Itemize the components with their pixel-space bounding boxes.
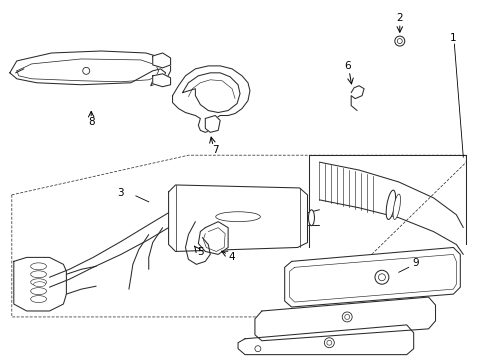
Circle shape — [344, 314, 349, 319]
Ellipse shape — [308, 210, 314, 226]
Polygon shape — [152, 53, 170, 68]
Ellipse shape — [31, 296, 46, 302]
Circle shape — [396, 39, 402, 44]
Polygon shape — [205, 116, 220, 132]
Ellipse shape — [31, 271, 46, 278]
Polygon shape — [182, 73, 240, 113]
Ellipse shape — [392, 194, 400, 220]
Text: 5: 5 — [197, 247, 203, 257]
Ellipse shape — [215, 212, 260, 222]
Polygon shape — [168, 185, 307, 251]
Circle shape — [326, 340, 331, 345]
Ellipse shape — [31, 279, 46, 286]
Text: 9: 9 — [411, 258, 418, 268]
Circle shape — [82, 67, 89, 74]
Circle shape — [342, 312, 351, 322]
Circle shape — [254, 346, 260, 352]
Polygon shape — [238, 325, 413, 355]
Ellipse shape — [31, 263, 46, 270]
Text: 4: 4 — [228, 252, 235, 262]
Text: 2: 2 — [396, 13, 402, 23]
Polygon shape — [152, 74, 170, 87]
Polygon shape — [254, 297, 435, 341]
Text: 6: 6 — [343, 61, 350, 71]
Polygon shape — [284, 247, 459, 307]
Polygon shape — [12, 155, 466, 317]
Circle shape — [394, 36, 404, 46]
Ellipse shape — [34, 282, 45, 287]
Ellipse shape — [31, 288, 46, 294]
Text: 3: 3 — [118, 188, 124, 198]
Circle shape — [324, 338, 334, 348]
Polygon shape — [172, 66, 249, 132]
Text: 7: 7 — [211, 145, 218, 155]
Polygon shape — [10, 51, 170, 86]
Polygon shape — [14, 257, 66, 311]
Polygon shape — [198, 222, 228, 255]
Text: 1: 1 — [449, 33, 456, 43]
Text: 8: 8 — [88, 117, 94, 127]
Circle shape — [374, 270, 388, 284]
Ellipse shape — [386, 190, 395, 220]
Circle shape — [378, 274, 385, 281]
